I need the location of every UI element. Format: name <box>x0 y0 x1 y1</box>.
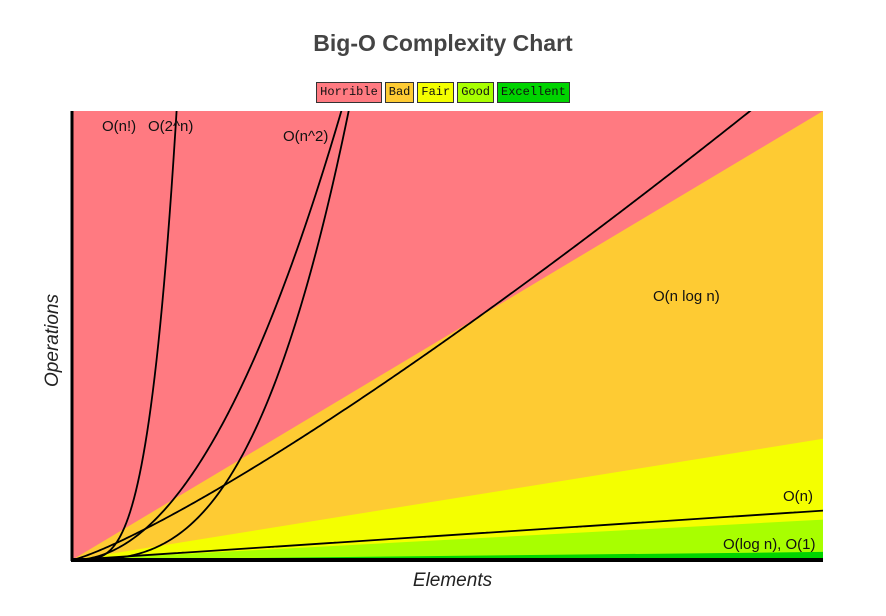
chart-legend: Horrible Bad Fair Good Excellent <box>0 82 886 103</box>
legend-item-good: Good <box>457 82 495 103</box>
legend-item-horrible: Horrible <box>316 82 382 103</box>
series-label-o-n-2: O(n^2) <box>283 128 328 145</box>
series-label-o-n: O(n) <box>783 488 813 505</box>
series-line-o-n <box>72 509 823 560</box>
series-label-o-n: O(n!) <box>102 118 136 135</box>
legend-item-excellent: Excellent <box>497 82 570 103</box>
legend-item-bad: Bad <box>384 82 415 103</box>
legend-item-fair: Fair <box>417 82 455 103</box>
plot-area <box>72 111 823 560</box>
chart-title: Big-O Complexity Chart <box>313 30 573 56</box>
region-bad <box>72 111 823 560</box>
series-label-o-2-n: O(2^n) <box>148 118 193 135</box>
x-axis-label: Elements <box>413 570 493 591</box>
region-fair <box>72 438 823 560</box>
series-line-o-n-2 <box>72 111 343 560</box>
region-good <box>72 519 823 560</box>
series-label-o-log-n-o-1: O(log n), O(1) <box>723 536 816 553</box>
series-label-o-n-log-n: O(n log n) <box>653 288 720 305</box>
y-axis-label: Operations <box>42 294 63 387</box>
region-excellent <box>72 551 823 560</box>
series-line-o-n-log-n <box>72 111 752 560</box>
